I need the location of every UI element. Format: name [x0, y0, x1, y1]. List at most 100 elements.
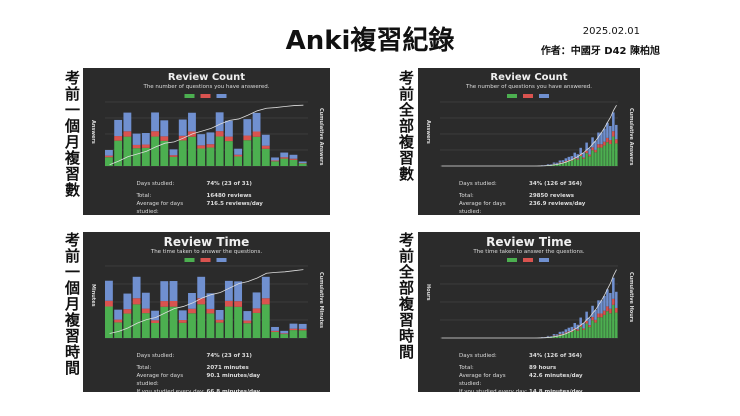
screenshot-bar	[206, 308, 215, 314]
screenshot-bar	[546, 164, 550, 165]
stats-label: If you studied every day:	[136, 389, 205, 392]
screenshot-bar	[123, 112, 132, 132]
stats-row: Total: 29850 reviews	[459, 192, 585, 200]
screenshot-bar	[197, 145, 206, 149]
stats-value: 74% (23 of 31)	[206, 353, 252, 359]
screenshot-bar	[188, 308, 196, 314]
side-label: 考前全部複習時間	[397, 232, 415, 360]
screenshot-bar	[234, 306, 243, 338]
screenshot-bar	[261, 276, 270, 299]
plot	[440, 94, 618, 167]
screenshot-bar	[105, 155, 113, 158]
legend-swatch	[200, 94, 211, 98]
screenshot-bar	[160, 120, 169, 137]
screenshot-bar	[141, 313, 150, 338]
screenshot-bar	[243, 311, 252, 321]
stats-value: 90.1 minutes/day	[206, 373, 261, 379]
screenshot-bar	[558, 334, 562, 338]
screenshot-bar	[567, 160, 571, 161]
stats-row: Average for days studied: 90.1 minutes/da…	[137, 372, 284, 388]
plot	[440, 258, 618, 339]
stats-value: 66.8 minutes/day	[206, 389, 261, 392]
stats-label: Days studied:	[459, 353, 497, 359]
legend-swatch	[539, 258, 549, 262]
screenshot-bar	[558, 160, 562, 163]
y2-axis-label: Cumulative Hours	[628, 272, 634, 323]
screenshot-bar	[261, 145, 270, 149]
screenshot-bar	[206, 313, 215, 338]
screenshot-bar	[612, 131, 615, 137]
plot	[105, 258, 308, 339]
author: 作者：中國牙 D42 陳柏旭	[540, 46, 660, 57]
screenshot-bar	[252, 131, 261, 137]
screenshot-bar	[298, 323, 307, 329]
panel-title: Review Count	[167, 72, 246, 83]
screenshot-bar	[579, 326, 582, 338]
screenshot-bar	[570, 331, 574, 338]
screenshot-bar	[151, 322, 159, 338]
screenshot-bar	[243, 323, 252, 338]
screenshot-bar	[591, 150, 594, 166]
screenshot-bar	[114, 319, 123, 323]
screenshot-bar	[594, 141, 597, 150]
screenshot-bar	[585, 320, 588, 324]
screenshot-bar	[151, 112, 159, 132]
screenshot-bar	[573, 152, 577, 158]
cumulative-line	[441, 269, 617, 339]
stats-table: Days studied: 34% (126 of 364) Total: 29850…	[459, 180, 585, 215]
screenshot-bar	[206, 144, 215, 148]
screenshot-bar	[243, 119, 252, 136]
screenshot-bar	[280, 330, 289, 334]
stats-row: Total: 16480 reviews	[137, 192, 263, 200]
screenshot-bar	[243, 140, 252, 166]
screenshot-bar	[132, 144, 141, 149]
screenshot-bar	[114, 140, 123, 166]
stats-label: Days studied:	[459, 181, 497, 187]
screenshot-bar	[549, 336, 553, 337]
screenshot-bar	[178, 322, 187, 338]
screenshot-bar	[206, 132, 215, 145]
screenshot-bar	[594, 310, 597, 320]
panel-subtitle: The time taken to answer the questions.	[150, 249, 263, 255]
screenshot-bar	[603, 128, 606, 142]
screenshot-bar	[609, 308, 612, 314]
screenshot-bar	[151, 310, 159, 321]
stats-value: 34% (126 of 364)	[529, 353, 583, 359]
screenshot-bar	[612, 112, 615, 132]
stats-row: Days studied: 34% (126 of 364)	[459, 180, 585, 188]
screenshot-bar	[561, 331, 565, 334]
screenshot-bar	[609, 313, 612, 338]
stats-table: Days studied: 74% (23 of 31) Total: 2071 mi…	[137, 352, 284, 392]
screenshot-bar	[234, 281, 243, 302]
screenshot-bar	[271, 330, 279, 332]
stats-row: Average for days studied: 42.6 minutes/da…	[459, 372, 610, 388]
legend-swatch	[539, 94, 549, 98]
screenshot-bar	[280, 334, 289, 338]
panel-title: Review Time	[163, 235, 250, 249]
screenshot-bar	[123, 309, 132, 314]
screenshot-bar	[591, 317, 594, 321]
legend-swatch	[200, 258, 211, 262]
chart-screenshot: Review Time The time taken to answer the …	[418, 232, 640, 392]
side-label: 考前一個月複習時間	[63, 232, 81, 376]
stats-label: Total:	[136, 365, 152, 371]
screenshot-bar	[615, 124, 618, 140]
screenshot-bar	[561, 334, 565, 338]
screenshot-bar	[261, 304, 270, 338]
side-label: 考前全部複習數	[397, 70, 415, 182]
cumulative-line	[109, 104, 304, 166]
y-axis-label: Minutes	[90, 284, 96, 307]
screenshot-bar	[612, 136, 615, 166]
screenshot-bar	[588, 327, 591, 338]
screenshot-bar	[197, 276, 206, 299]
screenshot-bar	[169, 155, 178, 157]
screenshot-bar	[178, 119, 187, 136]
stats-value: 34% (126 of 364)	[529, 181, 583, 187]
screenshot-bar	[549, 164, 553, 165]
stats-row: Days studied: 74% (23 of 31)	[137, 352, 284, 360]
stats-label: Total:	[459, 365, 474, 371]
stats-label: Average for days studied:	[459, 373, 506, 387]
y2-axis-label: Cumulative Minutes	[318, 272, 324, 329]
screenshot-bar	[141, 144, 150, 148]
screenshot-bar	[160, 136, 169, 141]
